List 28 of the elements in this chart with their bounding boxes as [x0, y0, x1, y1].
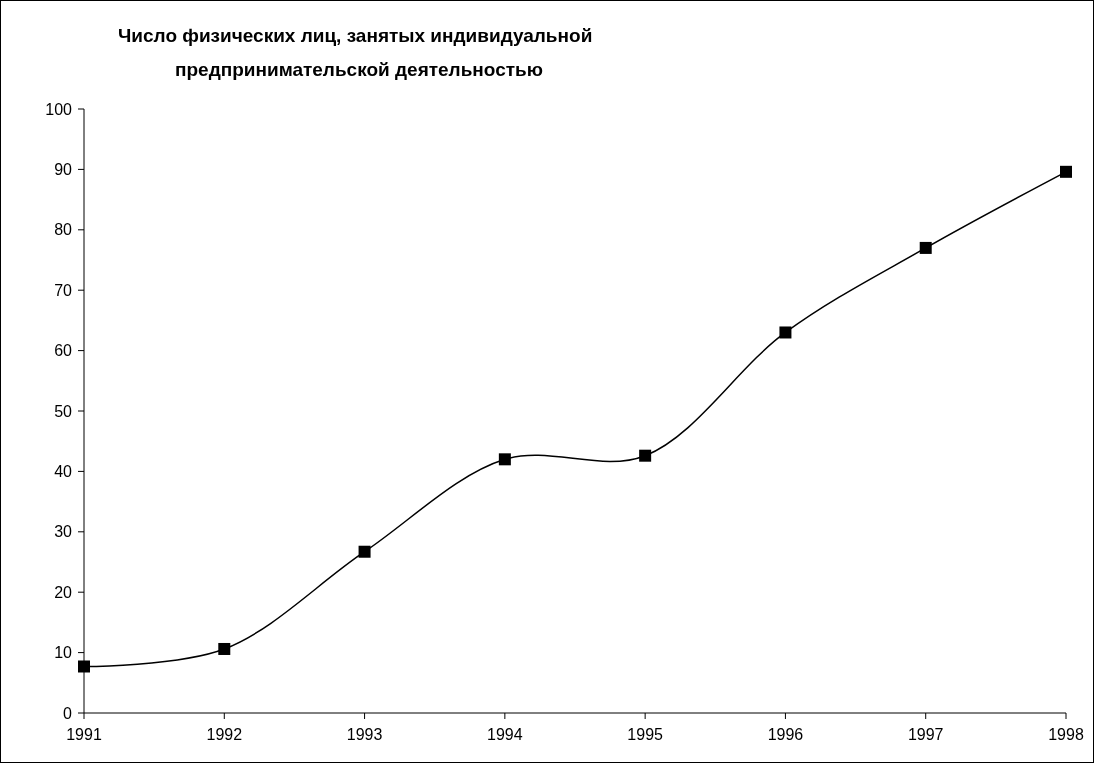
- chart-title: Число физических лиц, занятых индивидуальной предпринимательской деятельностью: [118, 25, 593, 80]
- y-tick-label: 90: [54, 161, 73, 178]
- point: [639, 449, 652, 462]
- y-tick-label: 20: [54, 583, 73, 601]
- point: [919, 241, 932, 254]
- point: [1060, 165, 1072, 178]
- x-tick-label: 1993: [346, 726, 383, 743]
- y-tick-label: 30: [54, 523, 73, 541]
- x-tick-label: 1998: [1048, 726, 1084, 743]
- y-tick-label: 40: [54, 463, 73, 480]
- x-tick-label: 1994: [487, 726, 523, 743]
- point: [358, 545, 371, 558]
- x-tick-label: 1992: [206, 726, 243, 743]
- y-tick-label: 10: [54, 644, 73, 662]
- x-tick-label: 1996: [767, 726, 804, 743]
- y-tick-label: 60: [54, 342, 73, 360]
- y-tick-label: 70: [54, 281, 73, 299]
- x-tick-label: 1997: [907, 726, 944, 743]
- x-tick-label: 1991: [66, 726, 102, 743]
- y-tick-label: 100: [45, 100, 73, 118]
- point: [498, 453, 511, 466]
- y-tick-label: 50: [54, 402, 73, 420]
- x-tick-label: 1995: [627, 726, 664, 743]
- point: [78, 660, 90, 673]
- y-tick-label: 0: [63, 704, 73, 722]
- point: [218, 642, 231, 655]
- point: [779, 326, 792, 339]
- y-tick-label: 80: [54, 221, 73, 239]
